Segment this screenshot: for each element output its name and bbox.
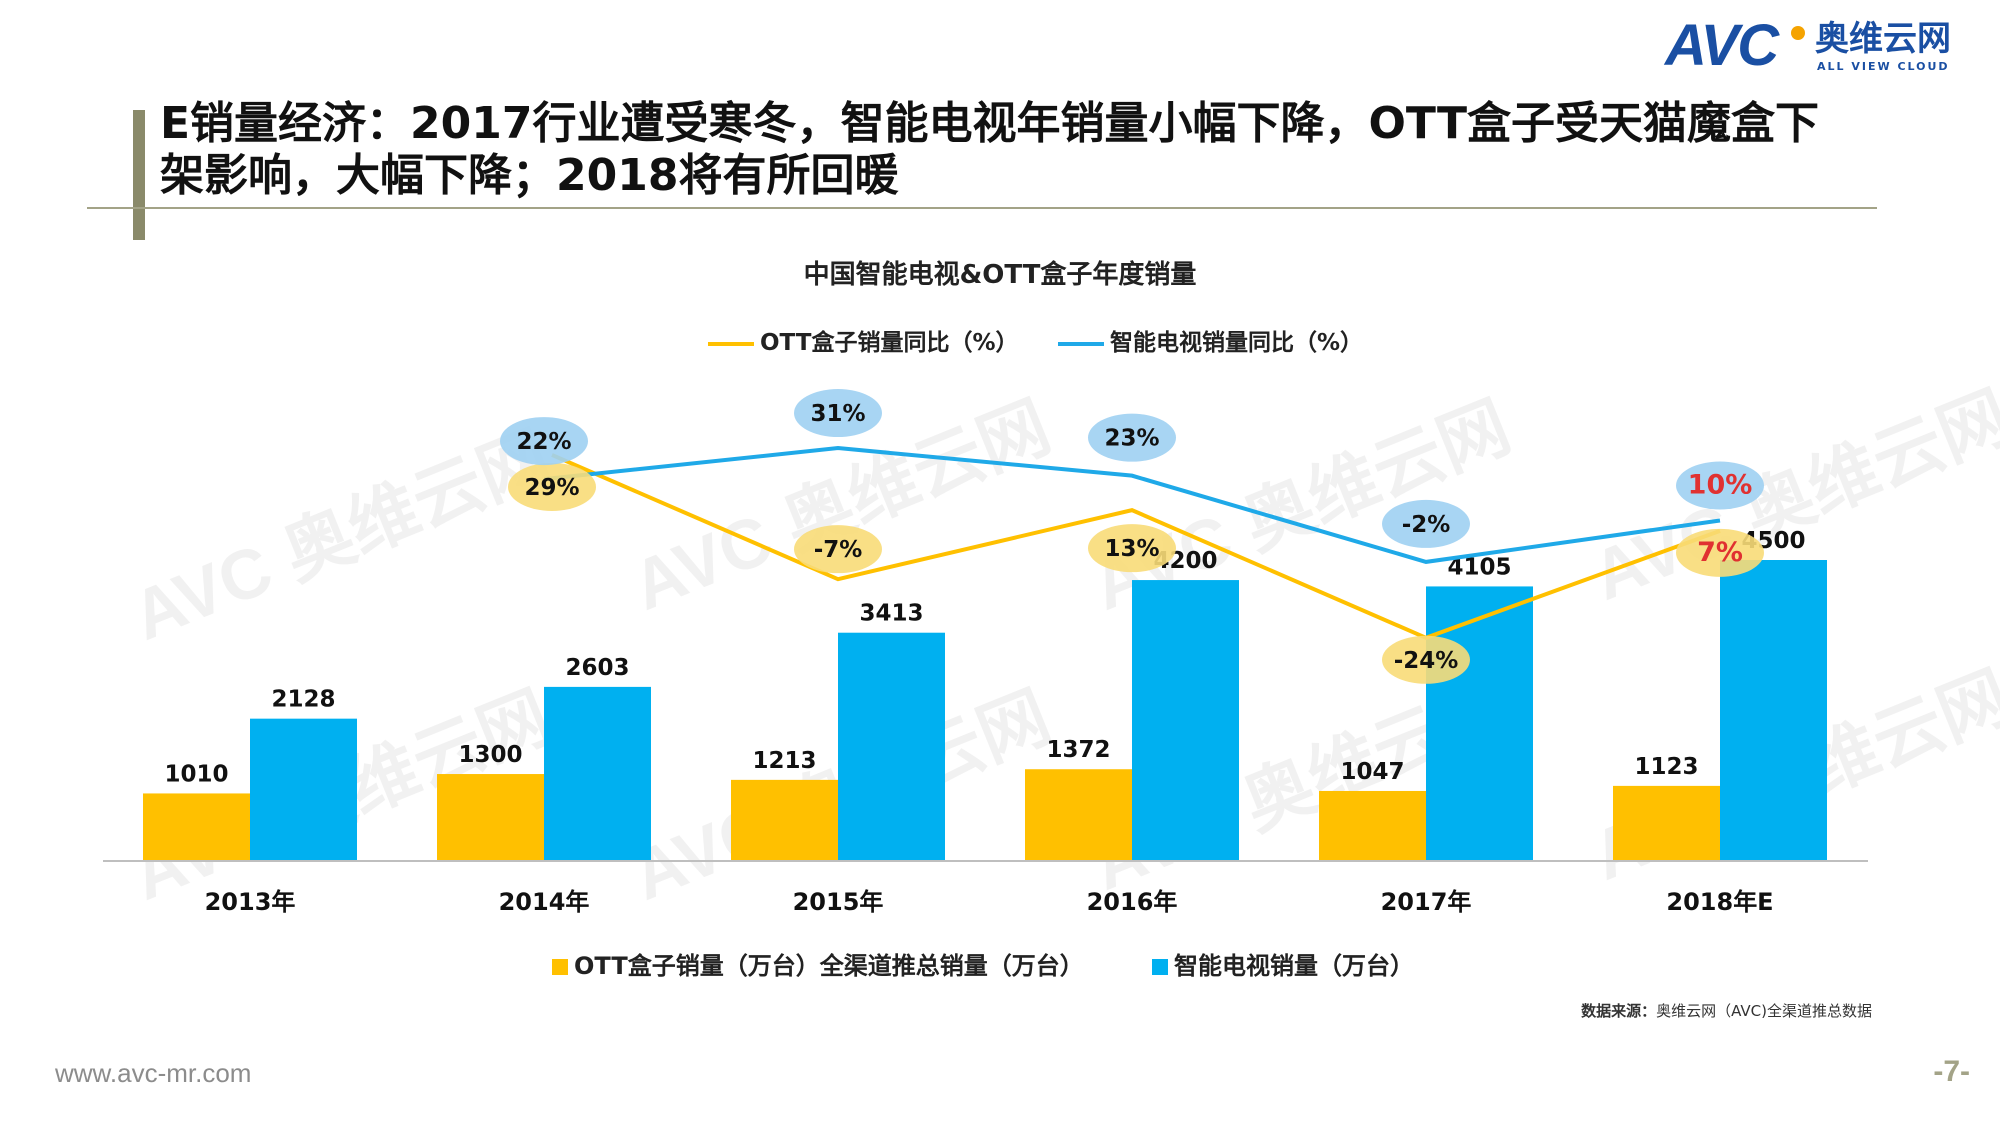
ott-sales-value-label: 1372 [1046,737,1110,763]
tv-yoy-bubble [500,417,588,466]
x-tick-label: 2013年 [205,888,296,916]
legend-tv-yoy-label: 智能电视销量同比（%） [1110,330,1364,356]
ott-sales-value-label: 1047 [1340,759,1404,785]
ott-yoy-bubble [1676,528,1764,577]
tv-yoy-bubble [1088,413,1176,462]
ott-sales-bar [437,774,544,861]
tv-yoy-label: 31% [810,401,865,427]
title-divider [87,207,1877,209]
legend-tv-sales-swatch [1152,959,1168,975]
tv-yoy-line [543,446,1721,564]
tv-yoy-bubble [794,389,882,438]
data-source: 数据来源：奥维云网（AVC)全渠道推总数据 [1581,1000,1872,1022]
tv-sales-bar [544,686,651,861]
legend-ott-yoy: OTT盒子销量同比（%） [708,326,1019,360]
ott-yoy-label: -7% [814,537,863,563]
legend-ott-yoy-swatch [708,341,754,346]
tv-yoy-label: 22% [516,429,571,455]
tv-yoy-label: 10% [1688,470,1753,501]
page-title: E销量经济：2017行业遭受寒冬，智能电视年销量小幅下降，OTT盒子受天猫魔盒下… [160,98,1819,201]
ott-sales-value-label: 1123 [1634,754,1698,780]
logo-name-cn: 奥维云网 [1815,19,1951,59]
ott-sales-value-label: 1213 [752,748,816,774]
avc-logo: AVC 奥维云网 ALL VIEW CLOUD [1665,13,1985,78]
ott-yoy-label: 13% [1104,536,1159,562]
tv-yoy-bubble [1676,461,1764,510]
x-tick-label: 2014年 [499,888,590,916]
ott-yoy-label: 29% [524,475,579,501]
tv-sales-value-label: 2128 [271,687,335,713]
logo-dot [1791,26,1805,40]
tv-sales-bar [1720,560,1827,861]
ott-sales-bar [1613,785,1720,861]
tv-sales-value-label: 2603 [565,655,629,681]
ott-sales-bar [1025,769,1132,861]
x-tick-label: 2015年 [793,888,884,916]
ott-yoy-label: 7% [1697,537,1743,568]
legend-ott-sales: OTT盒子销量（万台）全渠道推总销量（万台） [552,948,1084,984]
tv-yoy-label: 23% [1104,426,1159,452]
source-label: 数据来源： [1581,1002,1657,1020]
ott-yoy-label: -24% [1394,648,1459,674]
logo-brand: AVC [1665,13,1779,78]
tv-sales-bar [838,632,945,861]
legend-ott-sales-label: OTT盒子销量（万台）全渠道推总销量（万台） [574,952,1084,980]
page-number: -7- [1933,1055,1970,1088]
tv-sales-bar [1426,586,1533,861]
tv-sales-value-label: 3413 [859,601,923,627]
x-tick-label: 2016年 [1087,888,1178,916]
ott-sales-value-label: 1010 [164,761,228,787]
legend-ott-sales-swatch [552,959,568,975]
chart-title: 中国智能电视&OTT盒子年度销量 [803,260,1197,290]
x-tick-label: 2018年E [1666,888,1773,916]
ott-yoy-line [551,453,1721,640]
ott-sales-value-label: 1300 [458,742,522,768]
legend-tv-yoy-swatch [1058,341,1104,346]
legend-tv-yoy: 智能电视销量同比（%） [1058,326,1363,360]
x-tick-label: 2017年 [1381,888,1472,916]
legend-ott-yoy-label: OTT盒子销量同比（%） [760,330,1019,356]
ott-yoy-bubble [794,525,882,574]
legend-tv-sales-label: 智能电视销量（万台） [1174,952,1414,980]
tv-yoy-label: -2% [1402,512,1451,538]
ott-sales-bar [731,779,838,861]
website-link[interactable]: www.avc-mr.com [55,1058,252,1088]
tv-yoy-bubble [1382,499,1470,548]
ott-yoy-bubble [508,462,596,511]
ott-yoy-bubble [1088,524,1176,573]
legend-tv-sales: 智能电视销量（万台） [1152,948,1414,984]
tv-sales-bar [250,718,357,861]
logo-name-en: ALL VIEW CLOUD [1817,60,1950,73]
source-text: 奥维云网（AVC)全渠道推总数据 [1656,1002,1872,1020]
tv-sales-bar [1132,580,1239,861]
ott-sales-bar [1319,790,1426,861]
ott-sales-bar [143,793,250,861]
ott-yoy-bubble [1382,635,1470,684]
